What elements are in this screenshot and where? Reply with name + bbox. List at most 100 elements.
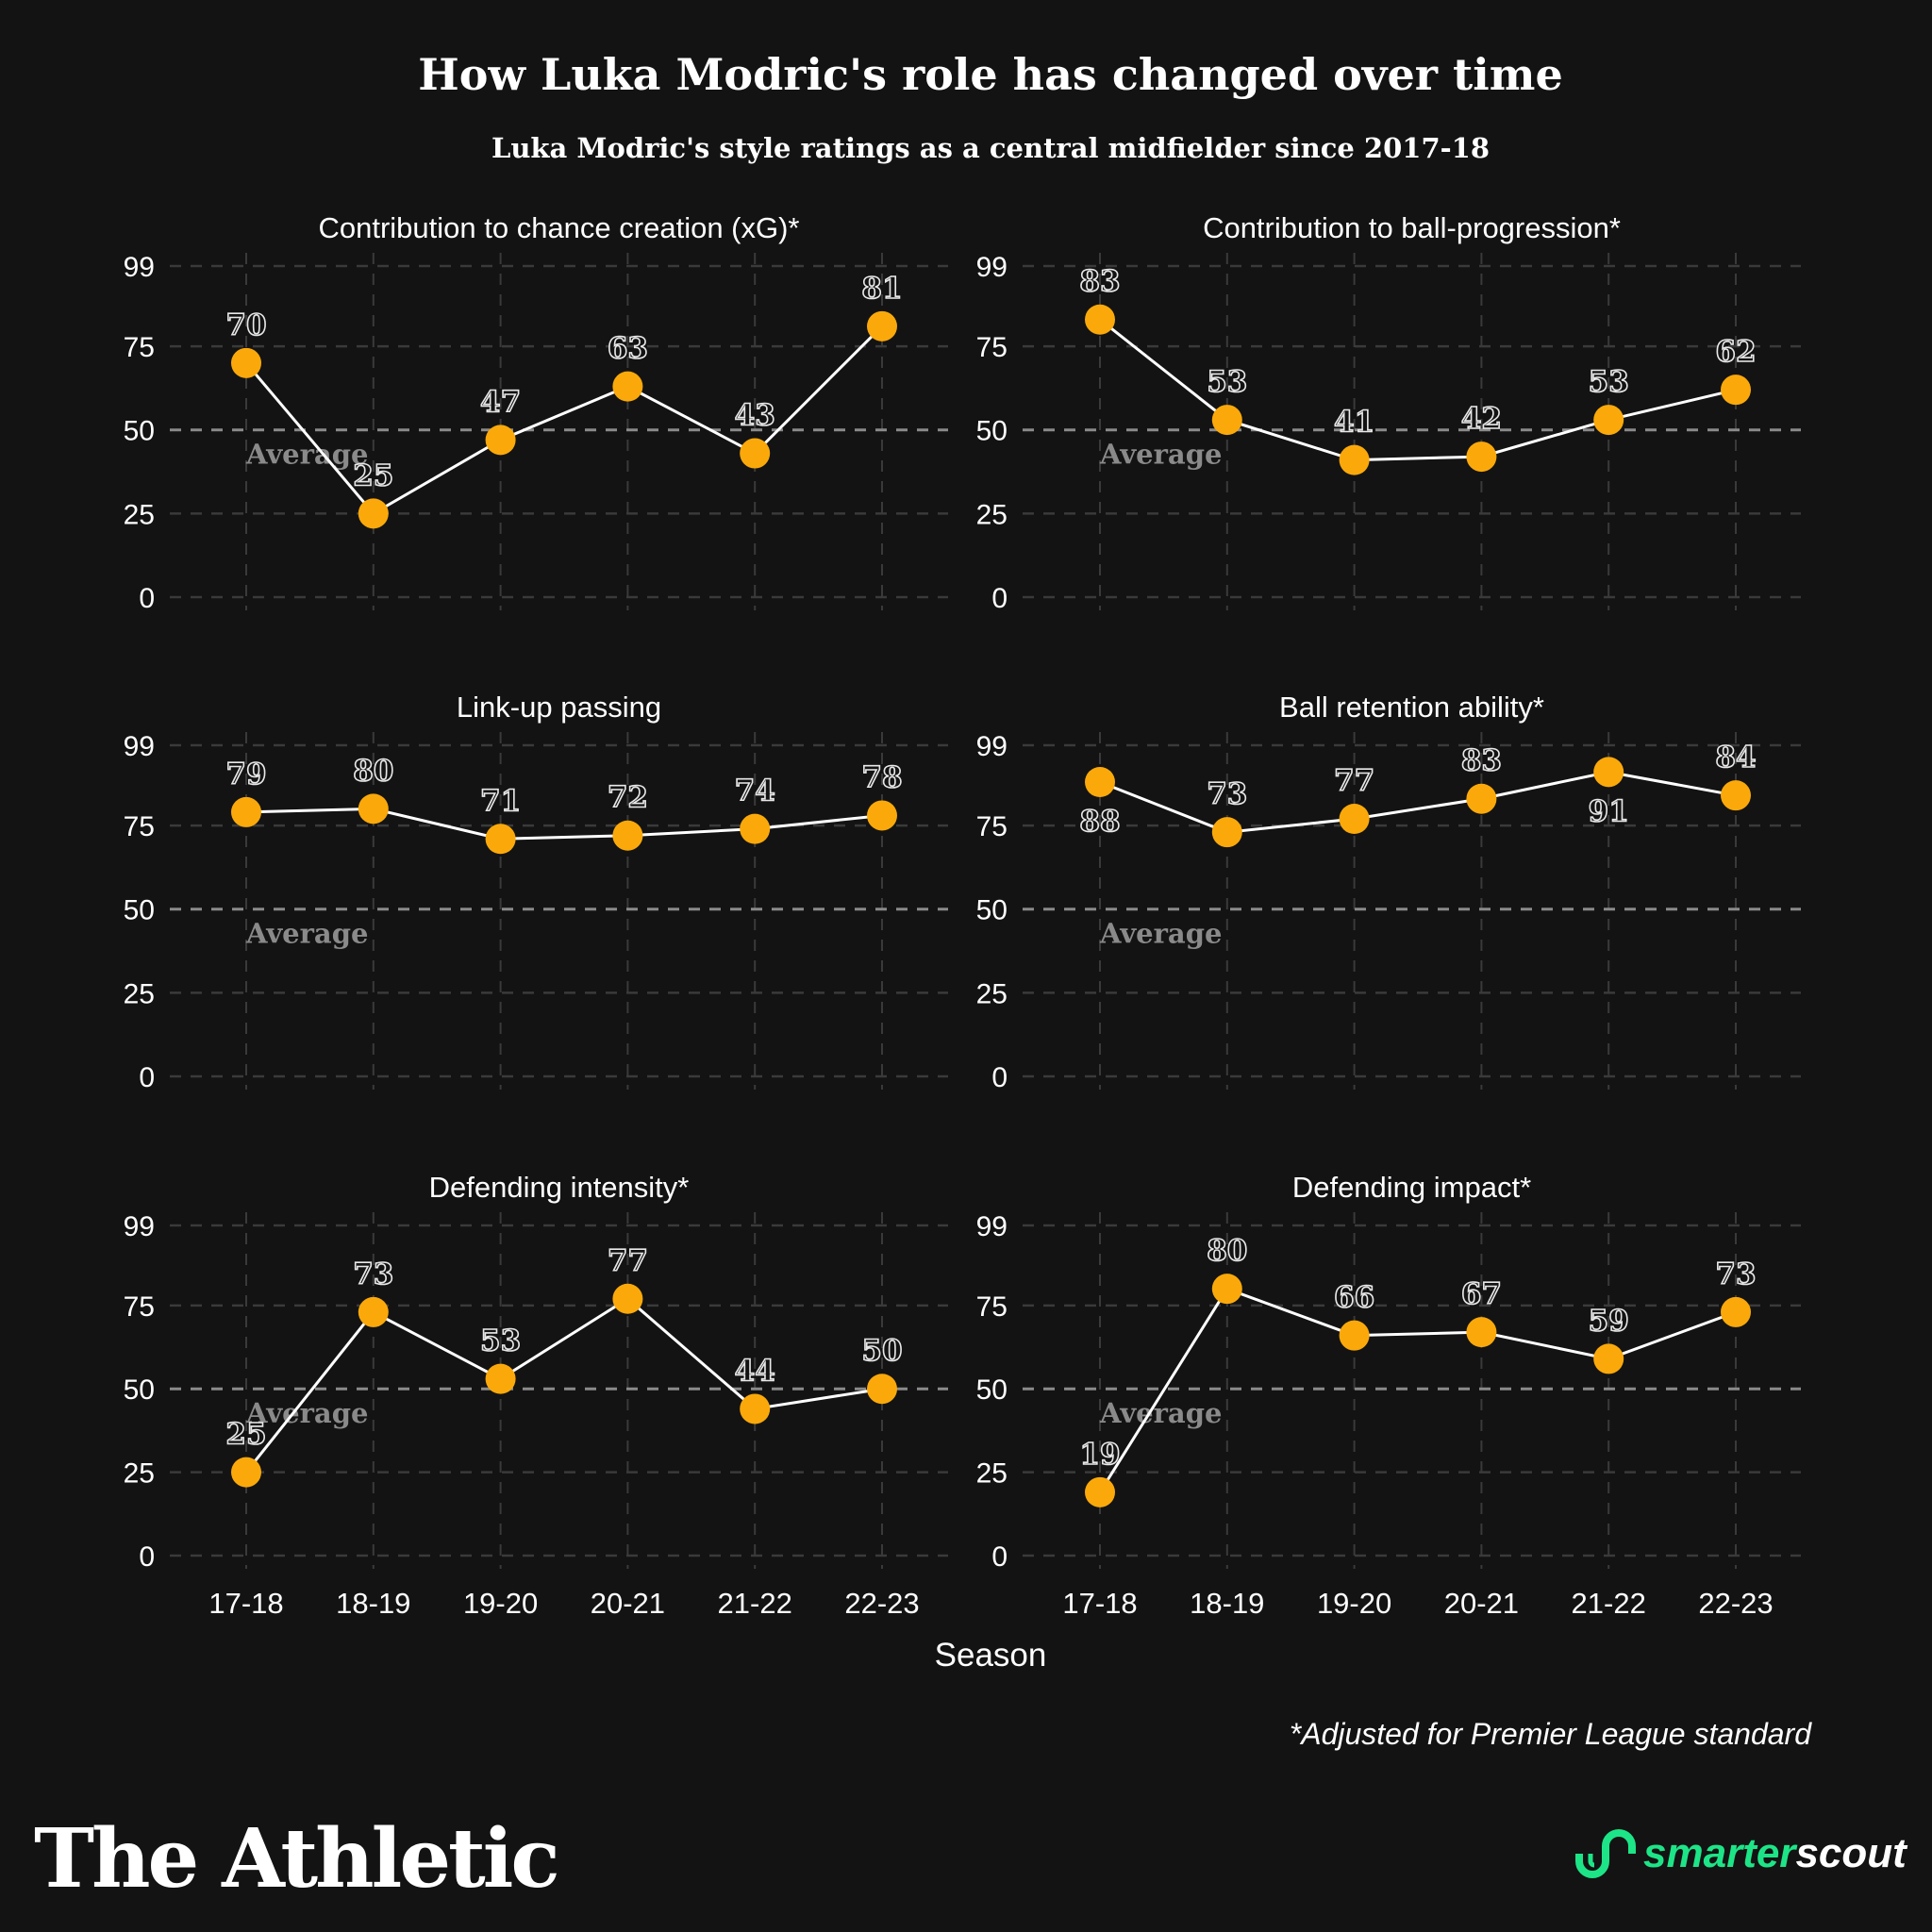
the-athletic-logo: The Athletic [34, 1811, 560, 1907]
data-point [231, 796, 261, 827]
y-tick-label: 25 [976, 1458, 1008, 1490]
average-label: Average [1099, 918, 1222, 950]
data-label: 19 [1079, 1438, 1120, 1472]
data-label: 77 [608, 1244, 648, 1278]
series-line [245, 807, 883, 841]
data-point [1593, 405, 1624, 436]
x-tick-label: 19-20 [1317, 1587, 1391, 1620]
data-label: 79 [225, 758, 266, 791]
data-label: 42 [1461, 402, 1502, 436]
y-tick-label: 50 [124, 1374, 155, 1406]
data-label: 63 [608, 332, 648, 366]
y-tick-label: 99 [976, 1211, 1008, 1242]
panel-title: Defending intensity* [429, 1171, 690, 1204]
y-tick-label: 75 [124, 811, 155, 842]
data-point [485, 824, 516, 855]
data-label: 62 [1715, 335, 1756, 369]
smarterscout-text-a: smarter [1643, 1830, 1796, 1876]
data-point [485, 425, 516, 456]
y-tick-label: 0 [991, 1062, 1008, 1093]
data-point [740, 813, 771, 844]
y-tick-label: 25 [124, 1458, 155, 1490]
data-label: 25 [225, 1418, 266, 1452]
data-point [1085, 304, 1115, 335]
data-label: 44 [735, 1354, 775, 1388]
data-label: 67 [1461, 1277, 1502, 1311]
smarterscout-logo: smarter scout [1572, 1825, 1907, 1882]
y-tick-label: 0 [991, 583, 1008, 614]
data-point [358, 793, 389, 824]
panel-title: Contribution to ball-progression* [1203, 211, 1621, 244]
data-label: 91 [1589, 794, 1629, 828]
data-point [358, 1296, 389, 1327]
chart-title: How Luka Modric's role has changed over … [418, 49, 1563, 100]
data-point [867, 800, 897, 831]
y-tick-label: 25 [124, 499, 155, 530]
y-tick-label: 99 [976, 731, 1008, 762]
data-label: 47 [480, 385, 521, 419]
data-point [231, 1457, 261, 1488]
data-label: 66 [1334, 1281, 1374, 1315]
x-tick-label: 22-23 [844, 1587, 919, 1620]
panel-title: Link-up passing [457, 691, 661, 724]
y-tick-label: 50 [976, 895, 1008, 926]
panel-title: Ball retention ability* [1279, 691, 1544, 724]
data-label: 78 [861, 760, 902, 794]
data-point [1721, 375, 1751, 406]
y-tick-label: 75 [124, 332, 155, 363]
panel-title: Contribution to chance creation (xG)* [318, 211, 799, 244]
data-point [1466, 441, 1497, 473]
data-label: 25 [353, 458, 393, 492]
data-label: 53 [1589, 365, 1629, 399]
data-point [612, 1283, 643, 1314]
y-tick-label: 99 [124, 731, 155, 762]
data-point [612, 371, 643, 402]
data-point [1211, 405, 1242, 436]
data-label: 50 [861, 1334, 902, 1368]
y-tick-label: 50 [976, 416, 1008, 447]
average-label: Average [245, 918, 368, 950]
data-label: 73 [353, 1257, 393, 1291]
data-label: 53 [480, 1324, 521, 1358]
data-point [1339, 444, 1370, 475]
data-point [1466, 783, 1497, 814]
data-point [612, 820, 643, 851]
data-point [1211, 1274, 1242, 1305]
data-point [1466, 1317, 1497, 1348]
data-point [1085, 1476, 1115, 1507]
data-point [1593, 757, 1624, 788]
data-label: 77 [1334, 764, 1374, 798]
data-label: 81 [861, 272, 902, 306]
data-point [485, 1363, 516, 1394]
data-label: 70 [225, 308, 266, 342]
x-tick-label: 21-22 [1572, 1587, 1646, 1620]
y-tick-label: 99 [124, 252, 155, 283]
x-tick-label: 18-19 [1190, 1587, 1264, 1620]
x-tick-label: 18-19 [336, 1587, 410, 1620]
data-label: 41 [1334, 406, 1374, 440]
y-tick-label: 0 [139, 1062, 155, 1093]
series-line [1098, 1287, 1737, 1493]
data-label: 80 [1207, 1234, 1247, 1268]
data-label: 83 [1461, 744, 1502, 778]
y-tick-label: 75 [976, 811, 1008, 842]
data-label: 72 [608, 781, 648, 815]
y-tick-label: 0 [139, 583, 155, 614]
y-tick-label: 99 [124, 1211, 155, 1242]
data-label: 59 [1589, 1304, 1629, 1338]
data-label: 73 [1207, 777, 1247, 811]
data-point [1339, 804, 1370, 834]
smarterscout-text-b: scout [1795, 1830, 1907, 1876]
y-tick-label: 25 [976, 978, 1008, 1009]
y-tick-label: 25 [124, 978, 155, 1009]
data-point [1211, 817, 1242, 848]
data-point [1721, 1296, 1751, 1327]
data-label: 71 [480, 784, 521, 818]
data-point [1721, 780, 1751, 811]
data-point [740, 438, 771, 469]
y-tick-label: 50 [124, 895, 155, 926]
data-point [1339, 1320, 1370, 1351]
x-tick-label: 17-18 [208, 1587, 283, 1620]
data-point [1085, 767, 1115, 797]
